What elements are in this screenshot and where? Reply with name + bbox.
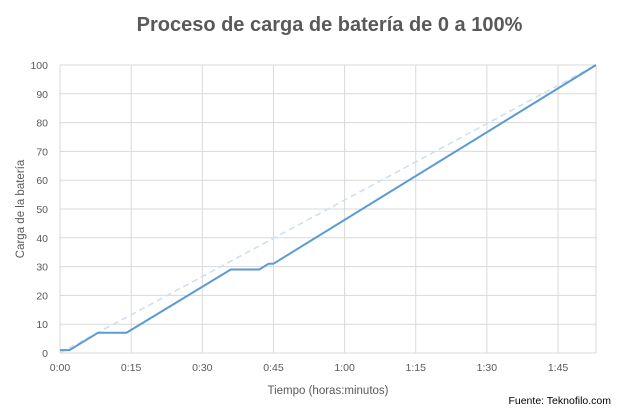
x-tick-label: 1:15 (406, 362, 427, 374)
y-tick-label: 40 (36, 233, 48, 245)
y-tick-label: 0 (42, 348, 48, 360)
x-tick-labels: 0:00 0:15 0:30 0:45 1:00 1:15 1:30 1:45 (50, 362, 569, 374)
x-axis-title: Tiempo (horas:minutos) (267, 385, 388, 397)
y-tick-label: 100 (30, 60, 48, 72)
x-tick-label: 0:15 (121, 362, 142, 374)
grid-lines (59, 64, 597, 354)
x-tick-label: 1:30 (477, 362, 498, 374)
series-lines (59, 64, 597, 354)
x-tick-label: 0:30 (192, 362, 213, 374)
y-axis-title: Carga de la batería (15, 159, 27, 258)
source-note: Fuente: Teknofilo.com (508, 395, 611, 407)
y-tick-label: 20 (36, 290, 48, 302)
y-tick-label: 70 (36, 146, 48, 158)
y-tick-label: 90 (36, 89, 48, 101)
y-tick-label: 10 (36, 319, 48, 331)
y-tick-labels: 0 10 20 30 40 50 60 70 80 90 100 (30, 60, 48, 360)
chart-title: Proceso de carga de batería de 0 a 100% (136, 14, 523, 36)
y-tick-label: 80 (36, 118, 48, 130)
x-tick-label: 0:00 (50, 362, 71, 374)
y-tick-label: 60 (36, 175, 48, 187)
y-tick-label: 50 (36, 204, 48, 216)
x-tick-label: 0:45 (263, 362, 284, 374)
y-tick-label: 30 (36, 262, 48, 274)
charge-line (60, 64, 597, 352)
x-tick-label: 1:00 (334, 362, 355, 374)
x-tick-label: 1:45 (548, 362, 569, 374)
reference-line (59, 64, 597, 354)
